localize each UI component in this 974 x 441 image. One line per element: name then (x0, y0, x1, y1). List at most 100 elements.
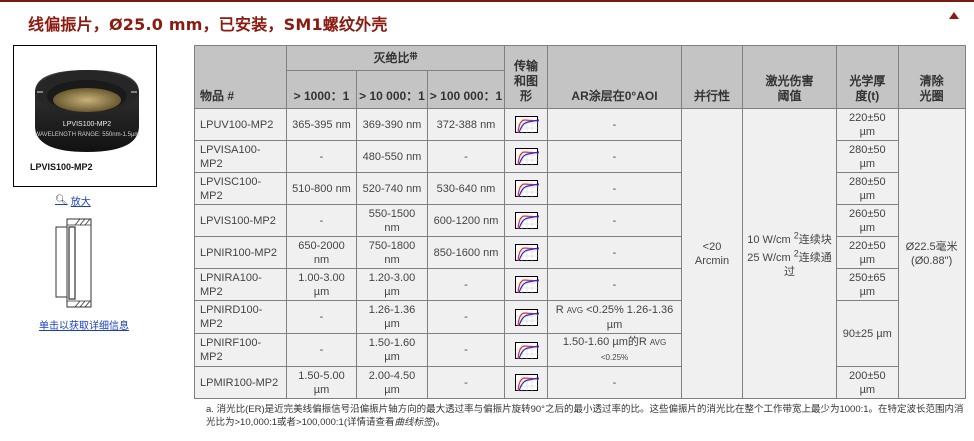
transmission-plot-icon[interactable] (514, 244, 539, 262)
mechanical-drawing-icon[interactable] (55, 217, 95, 309)
footnote: a. 消光比(ER)是近完美线偏振信号沿偏振片轴方向的最大透过率与偏振片旋转90… (206, 404, 964, 428)
er-100000-range: - (427, 268, 505, 301)
triangle-up-icon[interactable] (949, 12, 959, 19)
er-100000-range: - (427, 300, 505, 334)
footnote-marker[interactable]: 带 (409, 51, 418, 61)
ar-coating-value: R AVG <0.25% 1.26-1.36 µm (547, 300, 682, 334)
er-1000-range: - (286, 300, 357, 334)
top-border (0, 0, 974, 2)
graph-cell (504, 333, 548, 367)
item-number[interactable]: LPVISA100-MP2 (194, 140, 287, 173)
damage-line-1: 10 W/cm 2连续块 (747, 229, 832, 246)
graph-cell (504, 300, 548, 334)
er-10000-range: 750-1800 nm (356, 236, 428, 269)
er-10000-range: 520-740 nm (356, 172, 428, 205)
transmission-plot-icon[interactable] (514, 276, 539, 294)
ar-coating-value: - (547, 204, 682, 237)
table-row: LPNIR100-MP2 650-2000 nm 750-1800 nm 850… (194, 236, 966, 269)
er-10000-range: 369-390 nm (356, 108, 428, 141)
page-title: 线偏振片，Ø25.0 mm，已安装，SM1螺纹外壳 (28, 15, 388, 34)
photo-caption: LPVIS100-MP2 (30, 162, 93, 172)
er-100000-range: - (427, 333, 505, 367)
ar-coating-value: - (547, 172, 682, 205)
er-10000-range: 1.26-1.36 µm (356, 300, 428, 334)
enlarge-label: 放大 (70, 197, 91, 208)
er-10000-range: 1.20-3.00 µm (356, 268, 428, 301)
curve-tab-reference: 曲线标签 (394, 417, 433, 428)
transmission-plot-icon[interactable] (514, 180, 539, 198)
er-1000-range: 650-2000 nm (286, 236, 357, 269)
item-number[interactable]: LPNIRA100-MP2 (194, 268, 287, 301)
thickness-value: 280±50 µm (836, 172, 899, 205)
graph-cell (504, 108, 548, 141)
er-1000-range: 1.50-5.00 µm (286, 366, 357, 399)
item-number[interactable]: LPNIRD100-MP2 (194, 300, 287, 334)
graph-cell (504, 268, 548, 301)
thickness-value: 200±50 µm (836, 366, 899, 399)
thickness-value: 260±50 µm (836, 204, 899, 237)
transmission-plot-icon[interactable] (514, 374, 539, 392)
er-100000-range: 530-640 nm (427, 172, 505, 205)
item-number[interactable]: LPMIR100-MP2 (194, 366, 287, 399)
er-1000-range: - (286, 204, 357, 237)
thickness-value: 90±25 µm (836, 300, 899, 367)
svg-text:WAVELENGTH RANGE: 550nm-1.5µm: WAVELENGTH RANGE: 550nm-1.5µm (35, 132, 140, 138)
graph-cell (504, 236, 548, 269)
header-clear-aperture: 清除光圈 (897, 45, 966, 109)
header-transmission-graph: 传输和图形 (504, 45, 548, 109)
header-parallelism: 并行性 (681, 45, 743, 109)
er-1000-range: - (286, 333, 357, 367)
er-1000-range: - (286, 140, 357, 173)
header-er-10000: > 10 000：1 (356, 70, 428, 109)
item-number[interactable]: LPUV100-MP2 (194, 108, 287, 141)
er-100000-range: 372-388 nm (427, 108, 505, 141)
er-100000-range: - (427, 366, 505, 399)
mounted-polarizer-image: LPVIS100-MP2 WAVELENGTH RANGE: 550nm-1.5… (35, 70, 140, 152)
transmission-plot-icon[interactable] (514, 116, 539, 134)
er-10000-range: 1.50-1.60 µm (356, 333, 428, 367)
table-row: LPVIS100-MP2 - 550-1500 nm 600-1200 nm -… (194, 204, 966, 237)
thickness-value: 220±50 µm (836, 236, 899, 269)
enlarge-link[interactable]: 🔍︎ 放大 (55, 193, 91, 208)
parallelism-value: <20 Arcmin (681, 108, 743, 399)
damage-line-2: 25 W/cm 2连续通过 (747, 248, 832, 279)
ar-coating-value: 1.50-1.60 µm的R AVG <0.25% (547, 333, 682, 367)
header-ar-coating: AR涂层在0°AOI (547, 45, 682, 109)
product-photo[interactable]: LPVIS100-MP2 WAVELENGTH RANGE: 550nm-1.5… (13, 45, 157, 187)
magnifier-plus-icon: 🔍︎ (55, 195, 68, 206)
table-row: LPVISA100-MP2 - 480-550 nm - - 280±50 µm (194, 140, 966, 173)
details-link[interactable]: 单击以获取详细信息 (39, 321, 129, 332)
product-image-panel: LPVIS100-MP2 WAVELENGTH RANGE: 550nm-1.5… (13, 45, 157, 332)
er-1000-range: 1.00-3.00 µm (286, 268, 357, 301)
damage-threshold-value: 10 W/cm 2连续块 25 W/cm 2连续通过 (742, 108, 837, 399)
transmission-plot-icon[interactable] (514, 308, 539, 327)
ar-coating-value: - (547, 366, 682, 399)
item-number[interactable]: LPVISC100-MP2 (194, 172, 287, 205)
er-100000-range: 600-1200 nm (427, 204, 505, 237)
er-1000-range: 365-395 nm (286, 108, 357, 141)
item-number[interactable]: LPVIS100-MP2 (194, 204, 287, 237)
ar-coating-value: - (547, 236, 682, 269)
product-spec-table: 物品 # 灭绝比带 传输和图形 AR涂层在0°AOI 并行性 激光伤害阈值 光学… (194, 45, 966, 399)
header-er-1000: > 1000：1 (286, 70, 357, 109)
item-number[interactable]: LPNIRF100-MP2 (194, 333, 287, 367)
transmission-plot-icon[interactable] (514, 212, 539, 230)
header-item-number: 物品 # (194, 45, 287, 109)
header-er-100000: > 100 000：1 (427, 70, 505, 109)
transmission-plot-icon[interactable] (514, 341, 539, 360)
er-1000-range: 510-800 nm (286, 172, 357, 205)
header-damage-threshold: 激光伤害阈值 (742, 45, 837, 109)
graph-cell (504, 366, 548, 399)
footnote-text: 消光比(ER)是近完美线偏振信号沿偏振片轴方向的最大透过率与偏振片旋转90°之后… (206, 404, 964, 428)
er-10000-range: 480-550 nm (356, 140, 428, 173)
ar-coating-value: - (547, 140, 682, 173)
er-10000-range: 2.00-4.50 µm (356, 366, 428, 399)
transmission-plot-icon[interactable] (514, 148, 539, 166)
ar-coating-value: - (547, 108, 682, 141)
er-100000-range: 850-1600 nm (427, 236, 505, 269)
graph-cell (504, 172, 548, 205)
item-number[interactable]: LPNIR100-MP2 (194, 236, 287, 269)
table-row: LPNIRF100-MP2 - 1.50-1.60 µm - 1.50-1.60… (194, 333, 966, 367)
table-row: LPNIRA100-MP2 1.00-3.00 µm 1.20-3.00 µm … (194, 268, 966, 301)
table-row: LPNIRD100-MP2 - 1.26-1.36 µm - R AVG <0.… (194, 300, 966, 367)
